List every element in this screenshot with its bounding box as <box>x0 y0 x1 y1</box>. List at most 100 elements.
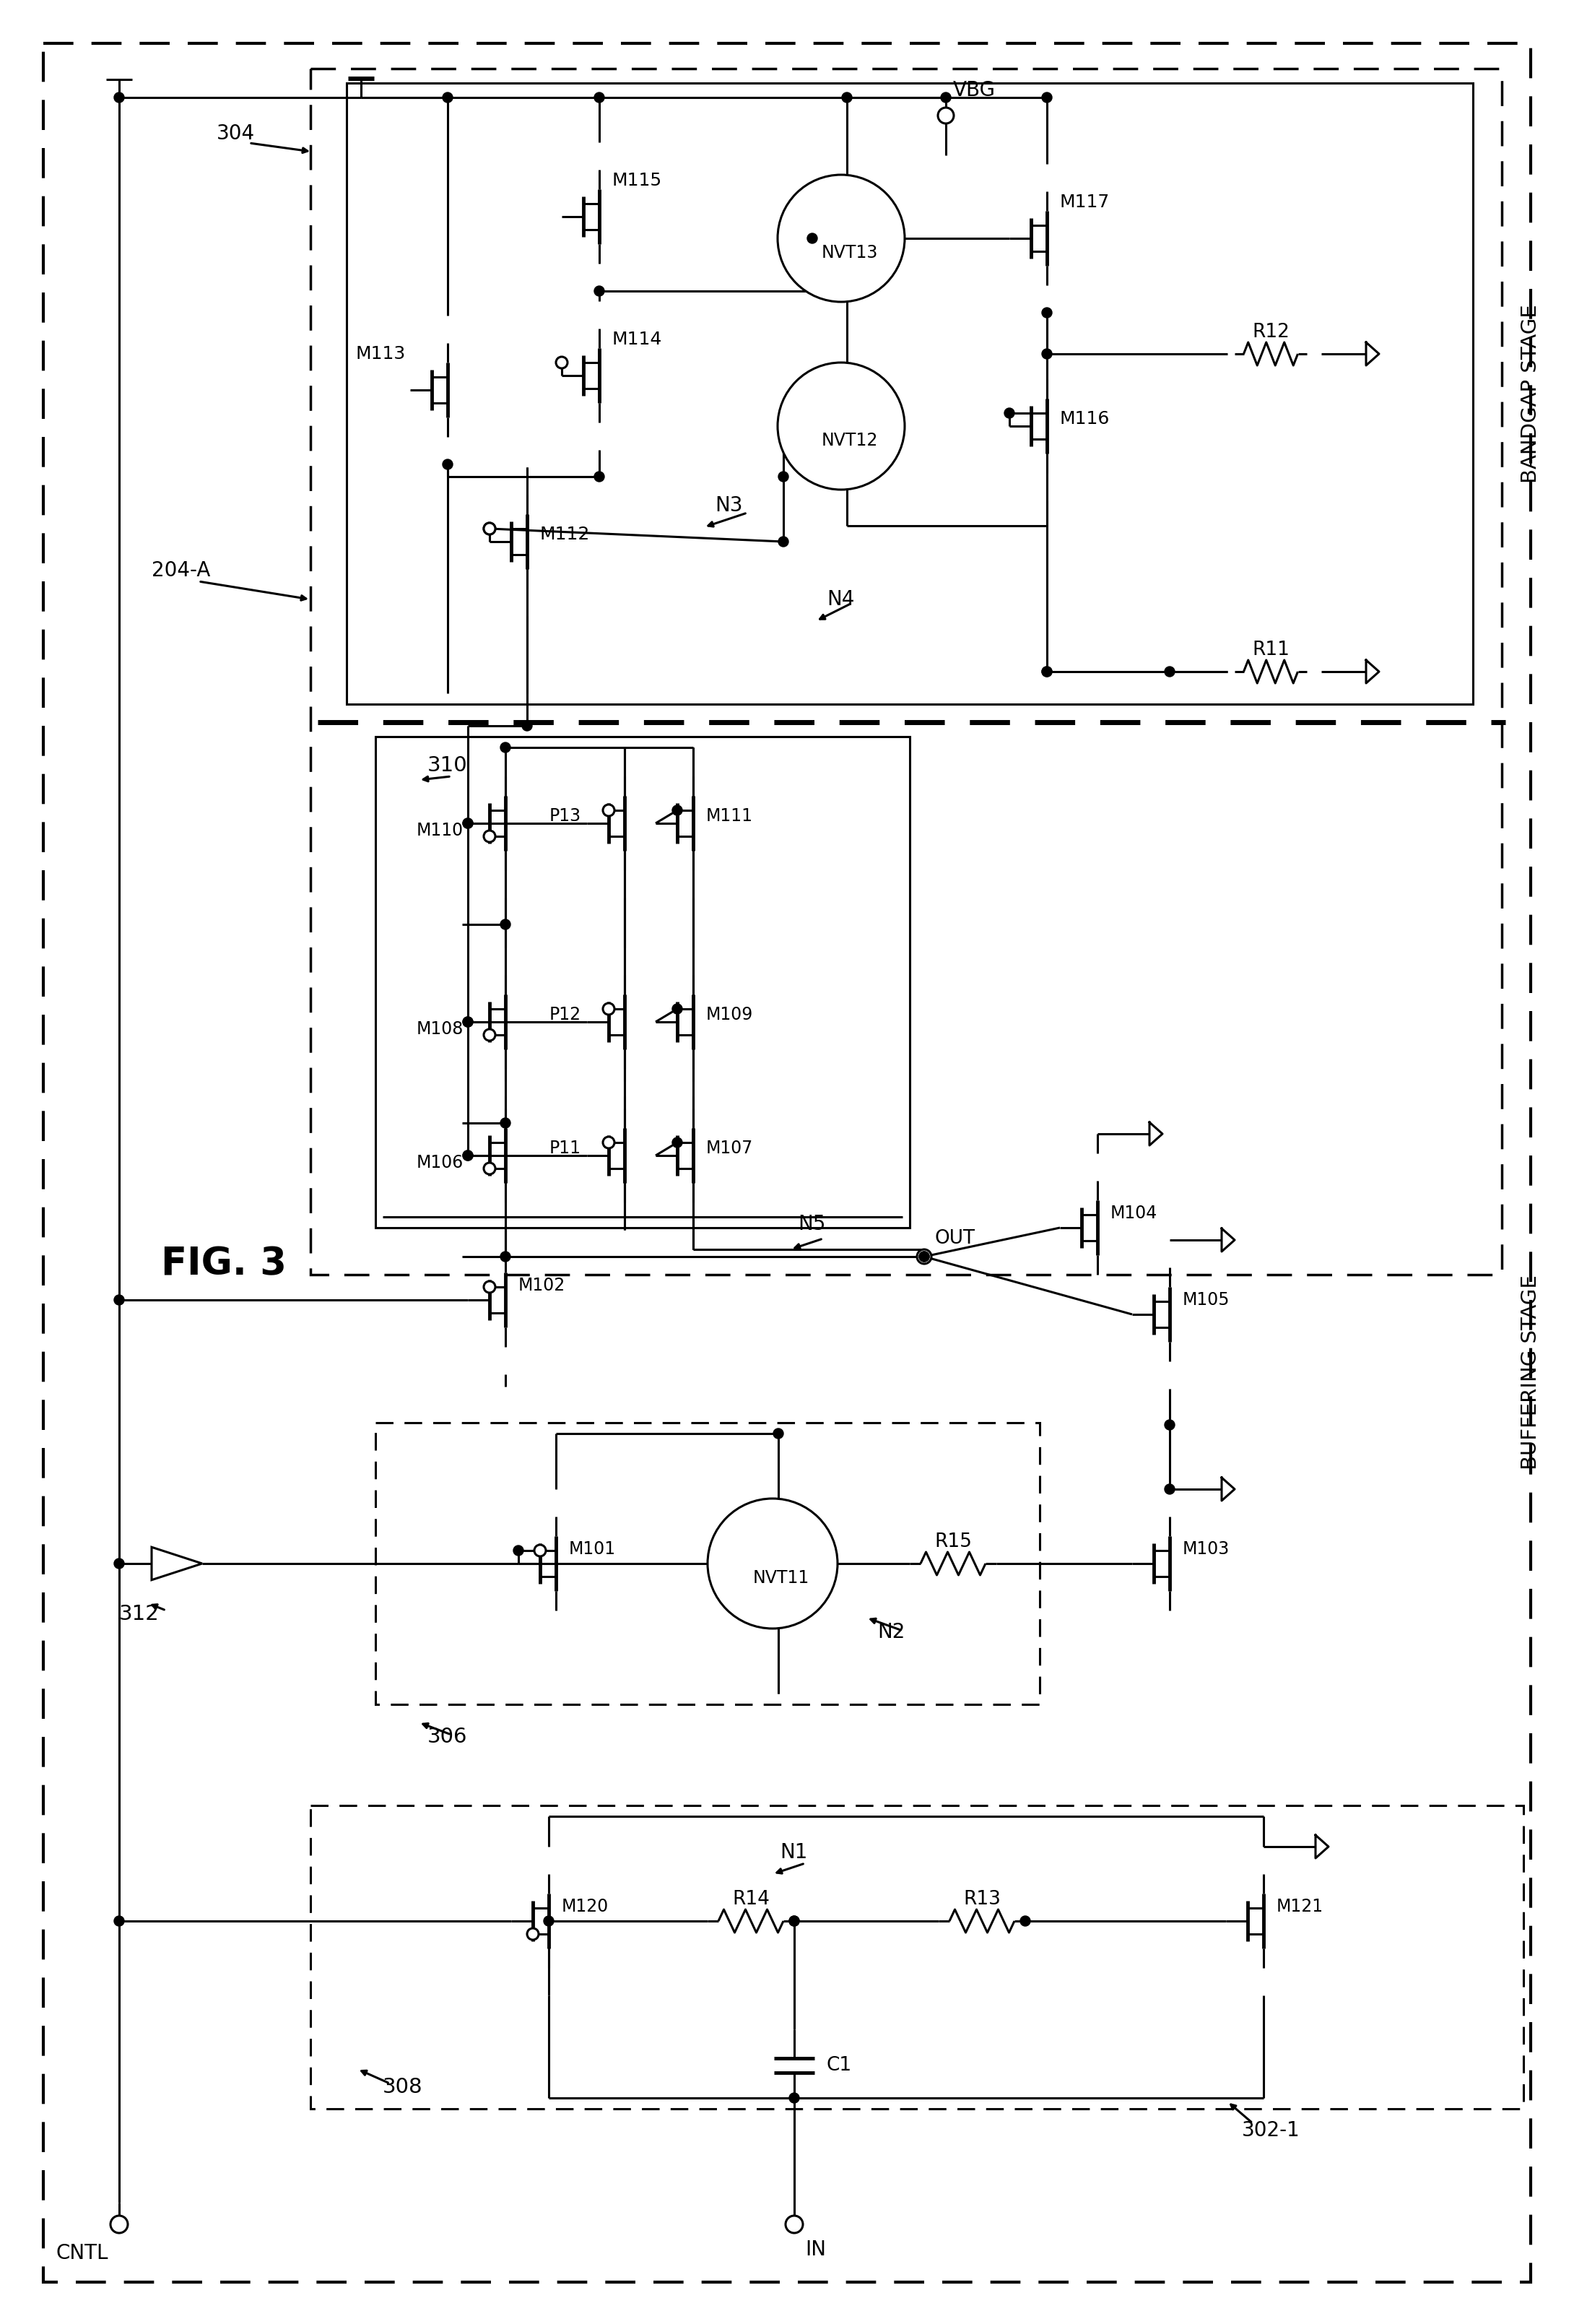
Circle shape <box>113 1294 124 1306</box>
Text: NVT11: NVT11 <box>752 1569 809 1587</box>
Text: M102: M102 <box>518 1276 565 1294</box>
Text: BUFFERING STAGE: BUFFERING STAGE <box>1520 1276 1541 1469</box>
Text: 302-1: 302-1 <box>1242 2119 1300 2140</box>
Text: M115: M115 <box>612 172 663 188</box>
Circle shape <box>778 537 789 546</box>
Circle shape <box>1042 349 1051 358</box>
Circle shape <box>523 720 532 730</box>
Text: C1: C1 <box>826 2057 852 2075</box>
Circle shape <box>483 830 496 841</box>
Text: OUT: OUT <box>935 1229 976 1248</box>
Circle shape <box>603 1136 614 1148</box>
Text: M111: M111 <box>707 806 752 825</box>
Text: M101: M101 <box>568 1541 615 1557</box>
Text: M114: M114 <box>612 330 663 349</box>
Circle shape <box>534 1545 546 1557</box>
Circle shape <box>595 93 604 102</box>
Text: R12: R12 <box>1251 323 1289 342</box>
Text: R14: R14 <box>732 1889 770 1908</box>
Circle shape <box>595 472 604 481</box>
Text: 312: 312 <box>120 1604 159 1624</box>
Circle shape <box>113 1559 124 1569</box>
Circle shape <box>483 1281 496 1292</box>
Circle shape <box>543 1915 554 1927</box>
Circle shape <box>113 93 124 102</box>
Text: 306: 306 <box>428 1727 467 1748</box>
Text: M106: M106 <box>417 1155 463 1171</box>
Text: 204-A: 204-A <box>151 560 211 581</box>
Text: M112: M112 <box>540 525 590 544</box>
Circle shape <box>789 2094 800 2103</box>
Circle shape <box>463 1018 472 1027</box>
Circle shape <box>501 1253 510 1262</box>
Circle shape <box>778 174 905 302</box>
Circle shape <box>1165 1485 1174 1494</box>
Text: CNTL: CNTL <box>57 2243 109 2264</box>
Text: M103: M103 <box>1182 1541 1229 1557</box>
Circle shape <box>603 804 614 816</box>
Circle shape <box>918 1250 932 1264</box>
Circle shape <box>595 286 604 295</box>
Bar <box>310 70 1502 1274</box>
Circle shape <box>778 363 905 490</box>
Circle shape <box>483 523 496 535</box>
Circle shape <box>527 1929 538 1941</box>
Circle shape <box>708 1499 837 1629</box>
Text: M108: M108 <box>417 1020 463 1039</box>
Circle shape <box>513 1545 524 1555</box>
Circle shape <box>1165 1420 1174 1429</box>
Circle shape <box>463 1150 472 1160</box>
Circle shape <box>1042 93 1051 102</box>
Circle shape <box>789 1915 800 1927</box>
Text: VBG: VBG <box>954 79 996 100</box>
Text: N3: N3 <box>715 495 743 516</box>
Circle shape <box>463 818 472 827</box>
Circle shape <box>442 460 453 469</box>
Text: M104: M104 <box>1111 1204 1157 1222</box>
Circle shape <box>672 1136 682 1148</box>
Text: N4: N4 <box>826 590 855 609</box>
Circle shape <box>785 2215 803 2233</box>
Text: N1: N1 <box>779 1843 807 1862</box>
Circle shape <box>672 1004 682 1013</box>
Circle shape <box>501 741 510 753</box>
Circle shape <box>463 1018 472 1027</box>
Circle shape <box>483 1030 496 1041</box>
Bar <box>310 1806 1524 2108</box>
Circle shape <box>842 93 852 102</box>
Circle shape <box>442 93 453 102</box>
Text: M107: M107 <box>707 1139 754 1157</box>
Circle shape <box>919 1253 929 1262</box>
Bar <box>376 737 910 1227</box>
Circle shape <box>483 1162 496 1174</box>
Circle shape <box>941 93 951 102</box>
Text: M120: M120 <box>562 1899 609 1915</box>
Circle shape <box>110 2215 127 2233</box>
Text: N2: N2 <box>877 1622 905 1643</box>
Text: P12: P12 <box>549 1006 581 1023</box>
Circle shape <box>807 232 817 244</box>
Circle shape <box>483 523 496 535</box>
Circle shape <box>463 1150 472 1160</box>
Circle shape <box>1004 409 1014 418</box>
Text: M105: M105 <box>1182 1292 1229 1308</box>
Text: P13: P13 <box>549 806 581 825</box>
Text: NVT13: NVT13 <box>822 244 878 260</box>
Text: 308: 308 <box>382 2078 423 2096</box>
Text: M121: M121 <box>1277 1899 1324 1915</box>
Circle shape <box>672 804 682 816</box>
Text: BANDGAP STAGE: BANDGAP STAGE <box>1520 304 1541 483</box>
Text: 304: 304 <box>217 123 255 144</box>
Circle shape <box>501 1118 510 1127</box>
Text: M110: M110 <box>417 823 463 839</box>
Circle shape <box>603 1004 614 1016</box>
Text: N5: N5 <box>798 1213 825 1234</box>
Text: 310: 310 <box>428 755 467 776</box>
Circle shape <box>938 107 954 123</box>
Bar <box>346 84 1473 704</box>
Circle shape <box>778 472 789 481</box>
Circle shape <box>501 920 510 930</box>
Text: IN: IN <box>804 2240 826 2259</box>
Circle shape <box>1020 1915 1031 1927</box>
Circle shape <box>773 1429 784 1439</box>
